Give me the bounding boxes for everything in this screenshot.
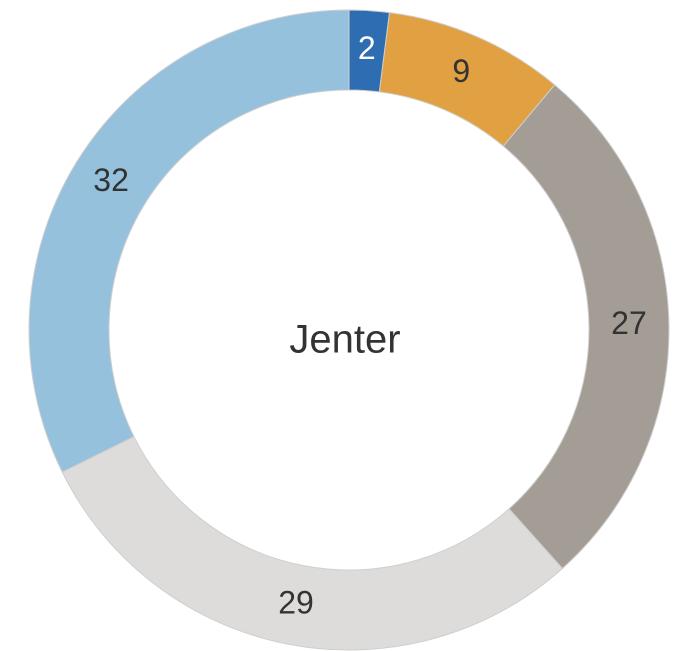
donut-segment xyxy=(28,9,350,473)
donut-segment xyxy=(61,435,564,651)
data-label: 29 xyxy=(278,584,314,620)
donut-segment xyxy=(502,84,670,570)
data-label: 32 xyxy=(93,162,129,198)
center-label: Jenter xyxy=(289,318,400,362)
data-label: 27 xyxy=(611,305,647,341)
data-label: 9 xyxy=(452,53,470,89)
data-label: 2 xyxy=(358,30,376,66)
